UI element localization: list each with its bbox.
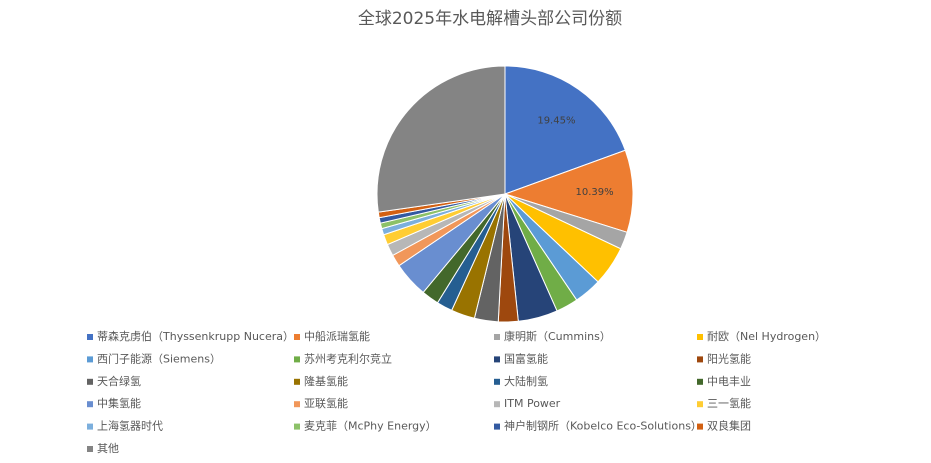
legend-marker bbox=[87, 378, 93, 385]
legend-marker bbox=[294, 378, 300, 385]
legend-label: ITM Power bbox=[504, 397, 561, 410]
legend-marker bbox=[494, 334, 500, 340]
legend-marker bbox=[294, 423, 300, 430]
legend-label: 双良集团 bbox=[707, 419, 751, 433]
legend-marker bbox=[494, 378, 500, 385]
legend-label: 蒂森克虏伯（Thyssenkrupp Nucera） bbox=[97, 329, 294, 343]
data-label: 10.39% bbox=[576, 187, 614, 198]
legend-label: 中集氢能 bbox=[97, 396, 141, 410]
legend-label: 隆基氢能 bbox=[304, 374, 348, 388]
legend-label: 阳光氢能 bbox=[707, 351, 751, 365]
legend-label: 国富氢能 bbox=[504, 351, 548, 365]
pie-slice bbox=[503, 149, 634, 233]
legend-label: 天合绿氢 bbox=[97, 374, 141, 388]
legend-label: 中船派瑞氢能 bbox=[304, 329, 370, 343]
legend-label: 中电丰业 bbox=[707, 375, 751, 388]
legend-marker bbox=[87, 356, 93, 363]
legend-label: 康明斯（Cummins） bbox=[504, 329, 611, 343]
legend-label: 神户制钢所（Kobelco Eco-Solutions） bbox=[504, 419, 702, 433]
legend-label: 其他 bbox=[97, 442, 119, 455]
legend-marker bbox=[87, 446, 93, 452]
legend-label: 上海氢器时代 bbox=[97, 419, 163, 433]
legend-label: 苏州考克利尔竞立 bbox=[304, 351, 392, 365]
legend-marker bbox=[494, 423, 500, 430]
legend-label: 亚联氢能 bbox=[304, 396, 348, 410]
legend-marker bbox=[697, 334, 703, 340]
legend-marker bbox=[87, 334, 93, 340]
chart-title: 全球2025年水电解槽头部公司份额 bbox=[358, 9, 622, 29]
legend-label: 麦克菲（McPhy Energy） bbox=[304, 420, 437, 433]
legend-marker bbox=[294, 356, 300, 363]
legend-marker bbox=[294, 401, 300, 408]
pie-slice bbox=[504, 65, 626, 195]
legend-label: 耐欧（Nel Hydrogen） bbox=[707, 330, 826, 343]
legend-label: 大陆制氢 bbox=[504, 374, 548, 388]
legend-label: 西门子能源（Siemens） bbox=[97, 351, 221, 365]
legend-marker bbox=[87, 401, 93, 408]
legend-marker bbox=[697, 401, 703, 408]
legend-marker bbox=[697, 378, 703, 385]
legend-marker bbox=[494, 401, 500, 408]
pie-slice bbox=[376, 65, 506, 213]
legend-label: 三一氢能 bbox=[707, 396, 751, 410]
legend-marker bbox=[294, 334, 300, 340]
data-label: 19.45% bbox=[537, 116, 575, 127]
legend-marker bbox=[697, 423, 703, 430]
legend-marker bbox=[87, 423, 93, 430]
legend-marker bbox=[697, 356, 703, 363]
legend-marker bbox=[494, 356, 500, 363]
